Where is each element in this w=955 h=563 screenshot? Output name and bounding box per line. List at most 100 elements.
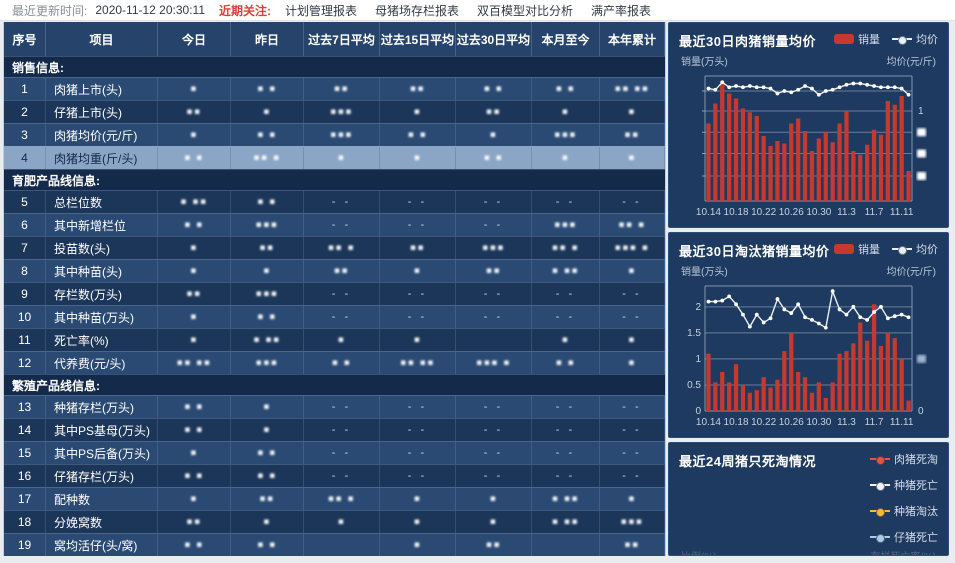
table-row-8[interactable]: 8 其中种苗(头) ▪ ▪ ▪▪ ▪ ▪▪ ▪ ▪▪ ▪ <box>4 259 665 282</box>
legend-item-仔猪死亡[interactable]: 仔猪死亡 <box>870 529 938 545</box>
redacted-value: ▪ <box>263 516 271 527</box>
empty-value: - - <box>331 424 352 436</box>
legend-label: 肉猪死淘 <box>894 454 938 466</box>
table-row-6[interactable]: 6 其中新增栏位 ▪ ▪ ▪▪▪ - - - - - - ▪▪▪ ▪▪ ▪ <box>4 213 665 236</box>
empty-value: - - <box>331 470 352 482</box>
redacted-value: ▪▪▪ <box>554 219 577 230</box>
axis-labels: 销量(万头) 均价(元/斤) <box>679 263 938 278</box>
menu-item[interactable]: 双百模型对比分析 <box>477 3 574 18</box>
menu-item[interactable]: 母猪场存栏报表 <box>375 3 460 18</box>
redacted-value: ▪ ▪ <box>184 219 204 230</box>
svg-text:10.30: 10.30 <box>806 417 831 428</box>
status-bar: 最近更新时间: 2020-11-12 20:30:11 近期关注: 计划管理报表… <box>0 0 955 21</box>
table-row-18[interactable]: 18 分娩窝数 ▪▪ ▪ ▪ ▪ ▪ ▪ ▪▪ ▪▪▪ <box>4 510 665 533</box>
legend-item-均价[interactable]: 均价 <box>892 241 938 257</box>
cell: ▪ ▪ <box>158 147 231 169</box>
table-row-5[interactable]: 5 总栏位数 ▪ ▪▪ ▪ ▪ - - - - - - - - - - <box>4 190 665 213</box>
redacted-value: ▪ <box>413 152 422 163</box>
cell: - - <box>304 214 380 236</box>
table-row-19[interactable]: 19 窝均活仔(头/窝) ▪ ▪ ▪ ▪ ▪ ▪▪ ▪▪ <box>4 533 665 556</box>
legend-item-均价[interactable]: 均价 <box>892 31 938 47</box>
table-row-12[interactable]: 12 代养费(元/头) ▪▪ ▪▪ ▪▪▪ ▪ ▪ ▪▪ ▪▪ ▪▪▪ ▪ ▪ ▪ ▪ <box>4 351 665 374</box>
table-row-7[interactable]: 7 投苗数(头) ▪ ▪▪ ▪▪ ▪ ▪▪ ▪▪▪ ▪▪ ▪ ▪▪▪ ▪ <box>4 236 665 259</box>
legend-item-种猪死亡[interactable]: 种猪死亡 <box>870 477 938 493</box>
line-dot-icon <box>870 455 890 465</box>
row-label: 投苗数(头) <box>46 237 158 259</box>
cell: ▪▪ <box>158 283 231 305</box>
legend-item-销量[interactable]: 销量 <box>834 31 880 47</box>
menu-item[interactable]: 满产率报表 <box>591 3 652 18</box>
cell: ▪ <box>532 101 600 123</box>
cell: ▪ <box>158 78 231 100</box>
legend-item-销量[interactable]: 销量 <box>834 241 880 257</box>
redacted-value: ▪ ▪ <box>184 424 204 435</box>
table-row-4[interactable]: 4 肉猪均重(斤/头) ▪ ▪ ▪▪ ▪ ▪ ▪ ▪ ▪ ▪ ▪ <box>4 146 665 169</box>
cell: ▪ ▪▪ <box>532 260 600 282</box>
cell: ▪ ▪ <box>231 465 304 487</box>
table-row-14[interactable]: 14 其中PS基母(万头) ▪ ▪ ▪ - - - - - - - - - - <box>4 418 665 441</box>
legend-item-种猪淘汰[interactable]: 种猪淘汰 <box>870 503 938 519</box>
cell: - - <box>304 283 380 305</box>
svg-text:1: 1 <box>695 354 701 365</box>
cell: ▪ ▪▪ <box>532 511 600 533</box>
table-row-17[interactable]: 17 配种数 ▪ ▪▪ ▪▪ ▪ ▪ ▪ ▪ ▪▪ ▪ <box>4 487 665 510</box>
legend-label: 种猪淘汰 <box>894 506 938 518</box>
redacted-value: ▪▪▪ <box>330 106 353 117</box>
row-label: 配种数 <box>46 488 158 510</box>
table-row-11[interactable]: 11 死亡率(%) ▪ ▪ ▪▪ ▪ ▪ ▪ ▪ <box>4 328 665 351</box>
table-row-9[interactable]: 9 存栏数(万头) ▪▪ ▪▪▪ - -- -- -- -- - <box>4 282 665 305</box>
menu-item[interactable]: 计划管理报表 <box>285 3 358 18</box>
empty-value: - - <box>331 196 352 208</box>
table-header: 序号 项目 今日 昨日 过去7日平均 过去15日平均 过去30日平均 本月至今 本年累计 <box>4 22 665 56</box>
table-row-10[interactable]: 10 其中种苗(万头) ▪ ▪ ▪ - - - - - - - - - - <box>4 305 665 328</box>
legend-item-肉猪死淘[interactable]: 肉猪死淘 <box>870 451 938 467</box>
table-row-13[interactable]: 13 种猪存栏(万头) ▪ ▪ ▪ - - - - - - - - - - <box>4 395 665 418</box>
cell: ▪ <box>600 260 665 282</box>
cell: ▪ <box>380 260 456 282</box>
redacted-value: ▪ <box>190 334 198 345</box>
svg-text:2: 2 <box>695 302 701 313</box>
cell: ▪ <box>600 488 665 510</box>
redacted-value: ▪ <box>413 516 422 527</box>
svg-text:10.14: 10.14 <box>696 417 721 428</box>
cell: ▪▪ <box>231 488 304 510</box>
cell: ▪▪▪ <box>231 214 304 236</box>
redacted-value: ▪▪ ▪ <box>618 219 646 230</box>
redacted-value: ▪ <box>337 152 346 163</box>
cell: - - <box>380 419 456 441</box>
table-row-16[interactable]: 16 仔猪存栏(万头) ▪ ▪ ▪ ▪ - - - - - - - - - - <box>4 464 665 487</box>
redacted-value: ▪ ▪▪ <box>551 265 580 276</box>
redacted-value: ▪▪ <box>186 516 202 527</box>
chart-svg: 1 10.14 10.18 10.22 10.26 10.30 11.3 11.7 11.11 <box>696 75 926 218</box>
cell: - - <box>600 396 665 418</box>
redacted-value: ▪▪▪ ▪ <box>476 357 511 368</box>
row-label: 肉猪均价(元/斤) <box>46 124 158 146</box>
row-label: 总栏位数 <box>46 191 158 213</box>
cell: - - <box>532 419 600 441</box>
cell: - - <box>380 306 456 328</box>
redacted-value: ▪▪ <box>186 106 202 117</box>
column-header: 过去7日平均 <box>304 22 380 56</box>
redacted-value: ▪▪ ▪▪ <box>400 357 435 368</box>
recent-focus-label: 近期关注: <box>219 3 271 18</box>
empty-value: - - <box>483 196 504 208</box>
table-row-2[interactable]: 2 仔猪上市(头) ▪▪ ▪ ▪▪▪ ▪ ▪▪ ▪ ▪ <box>4 100 665 123</box>
empty-value: - - <box>407 424 428 436</box>
redacted-value: ▪▪▪ <box>255 219 279 230</box>
cell: - - <box>456 419 532 441</box>
cell: - - <box>532 283 600 305</box>
redacted-value: ▪ <box>489 493 498 504</box>
cell: ▪ ▪▪ <box>532 488 600 510</box>
table-row-1[interactable]: 1 肉猪上市(头) ▪ ▪ ▪ ▪▪ ▪▪ ▪ ▪ ▪ ▪ ▪▪ ▪▪ <box>4 77 665 100</box>
cell: ▪ <box>158 260 231 282</box>
table-row-15[interactable]: 15 其中PS后备(万头) ▪ ▪ ▪ - - - - - - - - - - <box>4 441 665 464</box>
redacted-value: ▪ <box>263 265 271 276</box>
cell: ▪ ▪▪ <box>231 329 304 351</box>
redacted-value: ▪▪▪ <box>255 288 279 299</box>
redacted-value: ▪▪ ▪▪ <box>176 357 212 368</box>
cell: ▪ <box>158 237 231 259</box>
table-row-3[interactable]: 3 肉猪均价(元/斤) ▪ ▪ ▪ ▪▪▪ ▪ ▪ ▪ ▪▪▪ ▪▪ <box>4 123 665 146</box>
row-label: 其中种苗(万头) <box>46 306 158 328</box>
cell: - - <box>380 214 456 236</box>
cell: ▪ <box>231 419 304 441</box>
